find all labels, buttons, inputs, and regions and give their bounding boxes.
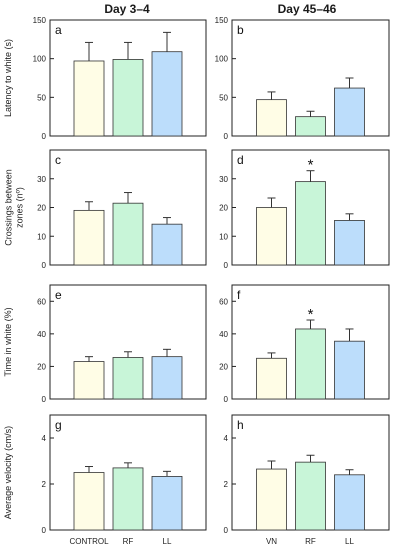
bar-rf bbox=[112, 467, 144, 531]
panel-letter: g bbox=[55, 418, 62, 432]
y-tick-label: 20 bbox=[37, 204, 46, 213]
y-tick-label: 40 bbox=[37, 330, 46, 339]
bar-control bbox=[73, 472, 105, 531]
category-label: VN bbox=[266, 537, 277, 546]
y-tick-label: 20 bbox=[219, 204, 228, 213]
y-tick-label: 10 bbox=[219, 232, 228, 241]
y-tick-label: 20 bbox=[219, 362, 228, 371]
y-tick-label: 50 bbox=[219, 93, 228, 102]
y-tick-label: 100 bbox=[33, 55, 47, 64]
bar-ll bbox=[151, 51, 183, 137]
column-title-day-45-46: Day 45–46 bbox=[278, 2, 337, 16]
y-tick-label: 0 bbox=[224, 261, 229, 270]
category-label: CONTROL bbox=[69, 537, 109, 546]
y-tick-label: 150 bbox=[33, 16, 47, 25]
panel-h: h 0 2 4 VN RF LL bbox=[224, 414, 390, 546]
y-tick-label: 100 bbox=[215, 55, 229, 64]
bar-rf bbox=[112, 357, 144, 400]
y-tick-label: 2 bbox=[42, 480, 47, 489]
y-tick-label: 60 bbox=[219, 297, 228, 306]
bar-ll bbox=[334, 220, 365, 266]
y-axis-label: Average velocity (cm/s) bbox=[3, 426, 13, 519]
y-axis-label: zones (nº) bbox=[15, 187, 25, 228]
category-label: RF bbox=[305, 537, 316, 546]
panel-letter: b bbox=[237, 23, 244, 37]
y-tick-label: 0 bbox=[224, 132, 229, 141]
category-label: RF bbox=[123, 537, 134, 546]
panel-letter: e bbox=[55, 288, 62, 302]
bar-ll bbox=[151, 223, 183, 266]
panel-b: b 0 50 100 150 bbox=[215, 16, 390, 141]
bar-control bbox=[73, 60, 105, 137]
panel-letter: h bbox=[237, 418, 244, 432]
bar-rf bbox=[295, 181, 326, 266]
bar-vn bbox=[256, 357, 287, 400]
category-label: LL bbox=[163, 537, 172, 546]
bar-vn bbox=[256, 99, 287, 137]
panel-g: g 0 2 4 CONTROL RF LL bbox=[42, 414, 207, 546]
panels: a050100150b050100150c0102030d0102030*e02… bbox=[33, 16, 390, 546]
y-tick-label: 0 bbox=[42, 261, 47, 270]
bar-ll bbox=[334, 87, 365, 137]
y-tick-label: 4 bbox=[42, 434, 47, 443]
y-tick-label: 30 bbox=[219, 175, 228, 184]
bar-rf bbox=[295, 116, 326, 137]
y-tick-label: 0 bbox=[224, 526, 229, 535]
panel-c: c 0 10 20 30 bbox=[37, 149, 207, 270]
panel-a: a 0 50 100 150 bbox=[33, 16, 207, 141]
panel-letter: f bbox=[237, 288, 241, 302]
panel-letter: c bbox=[55, 153, 61, 167]
panel-f: f 0 20 40 60 * bbox=[219, 284, 390, 404]
y-tick-label: 0 bbox=[42, 526, 47, 535]
bar-control bbox=[73, 209, 105, 266]
significance-star: * bbox=[308, 157, 314, 174]
panel-e: e 0 20 40 60 bbox=[37, 284, 207, 404]
bar-ll bbox=[334, 340, 365, 400]
category-label: LL bbox=[345, 537, 354, 546]
y-tick-label: 10 bbox=[37, 232, 46, 241]
y-tick-label: 30 bbox=[37, 175, 46, 184]
y-tick-label: 4 bbox=[224, 434, 229, 443]
y-axis-label: Latency to white (s) bbox=[3, 39, 13, 117]
bar-ll bbox=[334, 474, 365, 531]
y-tick-label: 20 bbox=[37, 362, 46, 371]
panel-letter: a bbox=[55, 23, 62, 37]
panel-d: d 0 10 20 30 * bbox=[219, 149, 390, 270]
bar-vn bbox=[256, 207, 287, 266]
y-tick-label: 0 bbox=[224, 395, 229, 404]
y-tick-label: 0 bbox=[42, 132, 47, 141]
bar-rf bbox=[112, 59, 144, 137]
panel-letter: d bbox=[237, 153, 244, 167]
y-tick-label: 60 bbox=[37, 297, 46, 306]
y-tick-label: 2 bbox=[224, 480, 229, 489]
y-tick-label: 150 bbox=[215, 16, 229, 25]
bar-control bbox=[73, 361, 105, 400]
y-axis-labels: Latency to white (s) Crossings between zon… bbox=[3, 39, 25, 519]
y-axis-label: Crossings between bbox=[4, 169, 14, 246]
bar-ll bbox=[151, 476, 183, 531]
y-tick-label: 0 bbox=[42, 395, 47, 404]
bar-vn bbox=[256, 468, 287, 531]
y-tick-label: 50 bbox=[37, 93, 46, 102]
bar-ll bbox=[151, 356, 183, 400]
significance-star: * bbox=[308, 306, 314, 323]
column-title-day-3-4: Day 3–4 bbox=[104, 2, 150, 16]
y-tick-label: 40 bbox=[219, 330, 228, 339]
bar-rf bbox=[295, 328, 326, 400]
bar-rf bbox=[295, 461, 326, 531]
y-axis-label: Time in white (%) bbox=[3, 307, 13, 376]
bar-rf bbox=[112, 202, 144, 266]
